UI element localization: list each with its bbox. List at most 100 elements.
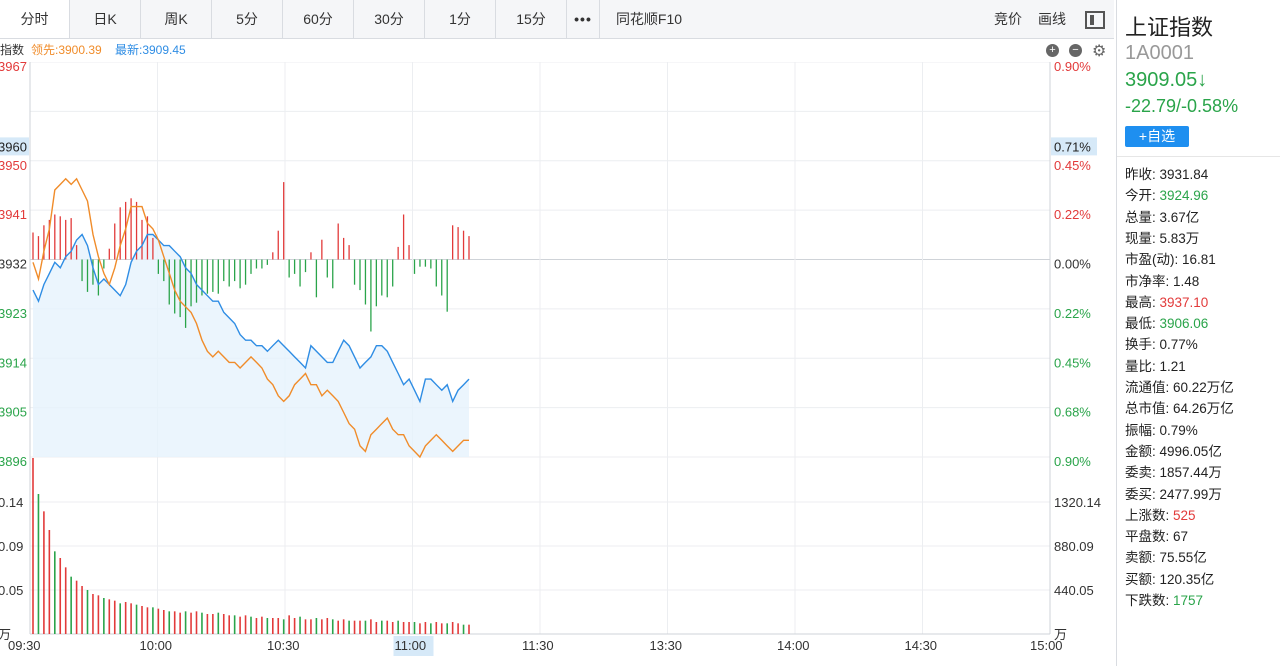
- tab-1min[interactable]: 1分: [425, 0, 496, 38]
- stat-value: 60.22万亿: [1169, 380, 1234, 395]
- time-highlight: [393, 636, 434, 656]
- stat-label: 昨收:: [1125, 167, 1156, 182]
- stat-label: 委卖:: [1125, 465, 1156, 481]
- stat-label: 今开:: [1125, 188, 1156, 204]
- stat-value: 75.55亿: [1155, 550, 1207, 566]
- stat-label: 换手:: [1125, 337, 1156, 353]
- stat-value: 0.77%: [1155, 337, 1198, 353]
- stat-value: 5.83万: [1155, 230, 1200, 246]
- price-axis-label: 3914: [0, 355, 27, 370]
- price-axis-label: 3905: [0, 405, 27, 420]
- stat-value: 3.67亿: [1155, 209, 1200, 225]
- percent-axis-label: 0.22%: [1054, 306, 1091, 321]
- sidebar-toggle-icon[interactable]: [1085, 11, 1105, 29]
- draw-line-button[interactable]: 画线: [1038, 11, 1066, 27]
- tab-f10[interactable]: 同花顺F10: [615, 11, 683, 27]
- stat-row: 金额: 4996.05亿: [1125, 440, 1222, 460]
- percent-axis-label: 0.71%: [1054, 139, 1091, 154]
- time-axis-label: 15:00: [1030, 638, 1063, 653]
- index-name: 上证指数: [1125, 15, 1214, 40]
- leader-line: [32, 177, 469, 459]
- stat-value: 1857.44万: [1155, 465, 1222, 481]
- stat-label: 总市值:: [1125, 401, 1170, 417]
- stat-label: 流通值:: [1125, 380, 1170, 395]
- zoom-out-icon[interactable]: −: [1069, 44, 1082, 57]
- stat-label: 委买:: [1125, 486, 1156, 502]
- tab-60min[interactable]: 60分: [283, 0, 354, 38]
- chart-legend: 指数 领先:3900.39 最新:3909.45: [0, 39, 1114, 61]
- stat-label: 振幅:: [1125, 422, 1156, 438]
- stat-row: 平盘数: 67: [1125, 525, 1188, 545]
- bid-button[interactable]: 竞价: [994, 11, 1022, 27]
- stat-row: 最低: 3906.06: [1125, 312, 1208, 332]
- percent-axis-label: 0.90%: [1054, 454, 1091, 469]
- stat-value: 120.35亿: [1155, 571, 1215, 587]
- tab-daily-k[interactable]: 日K: [70, 0, 141, 38]
- stat-label: 现量:: [1125, 230, 1156, 246]
- tab-intraday[interactable]: 分时: [0, 0, 70, 38]
- stat-row: 上涨数: 525: [1125, 504, 1196, 524]
- volume-axis-label: 万: [1054, 627, 1067, 642]
- time-axis-label: 14:00: [777, 638, 810, 653]
- stat-row: 市盈(动): 16.81: [1125, 248, 1216, 268]
- stat-value: 67: [1169, 529, 1189, 545]
- price-axis-label: 3896: [0, 454, 27, 469]
- volume-bars: [32, 458, 470, 634]
- stat-row: 换手: 0.77%: [1125, 333, 1198, 353]
- tab-15min[interactable]: 15分: [496, 0, 567, 38]
- stat-row: 振幅: 0.79%: [1125, 419, 1198, 439]
- stat-value: 64.26万亿: [1169, 401, 1234, 417]
- percent-axis-label: 0.45%: [1054, 158, 1091, 173]
- time-axis-label: 09:30: [8, 638, 41, 653]
- volume-axis-label: 1320.14: [1054, 495, 1101, 510]
- price-axis-label: 3941: [0, 207, 27, 222]
- stat-label: 市净率:: [1125, 273, 1170, 289]
- volume-axis-label: 0.09: [0, 539, 23, 554]
- legend-index: 指数: [0, 43, 25, 57]
- tab-30min[interactable]: 30分: [354, 0, 425, 38]
- stat-value: 0.79%: [1155, 422, 1198, 438]
- time-axis-label: 13:30: [650, 638, 683, 653]
- intraday-chart[interactable]: 3967 3960 3950 3941 3932 3923 3914 3905 3896 0.9…: [0, 62, 1114, 666]
- latest-line: [32, 233, 470, 404]
- time-axis: 09:30 10:00 10:30 11:00 11:30 13:30 14:00 14:30…: [8, 636, 1063, 656]
- price-axis-label: 3967: [0, 62, 27, 74]
- percent-axis: 0.90% 0.71% 0.45% 0.22% 0.00% 0.22% 0.45% 0.68%…: [1051, 62, 1097, 469]
- stat-row: 流通值: 60.22万亿: [1125, 376, 1234, 396]
- stat-value: 1757: [1169, 593, 1204, 608]
- stat-row: 买额: 120.35亿: [1125, 568, 1214, 588]
- stat-label: 总量:: [1125, 209, 1156, 225]
- stat-row: 量比: 1.21: [1125, 355, 1186, 375]
- stat-row: 现量: 5.83万: [1125, 227, 1199, 247]
- stat-value: 1.48: [1169, 273, 1200, 289]
- stat-row: 下跌数: 1757: [1125, 589, 1203, 609]
- stat-value: 2477.99万: [1155, 486, 1222, 502]
- legend-latest: 最新:3909.45: [115, 43, 186, 57]
- time-axis-label: 10:30: [267, 638, 300, 653]
- more-icon[interactable]: •••: [567, 0, 600, 38]
- stat-row: 委卖: 1857.44万: [1125, 461, 1222, 481]
- tab-5min[interactable]: 5分: [212, 0, 283, 38]
- stat-label: 最低:: [1125, 316, 1156, 332]
- stat-value: 16.81: [1178, 252, 1216, 268]
- tab-weekly-k[interactable]: 周K: [141, 0, 212, 38]
- time-axis-label: 10:00: [140, 638, 173, 653]
- percent-axis-label: 0.22%: [1054, 207, 1091, 222]
- stat-label: 卖额:: [1125, 550, 1156, 566]
- add-watchlist-button[interactable]: +自选: [1125, 126, 1189, 147]
- volume-axis-label: 0.05: [0, 583, 23, 598]
- volume-axis-label: 0.14: [0, 495, 23, 510]
- stat-label: 金额:: [1125, 443, 1156, 459]
- zoom-in-icon[interactable]: +: [1046, 44, 1059, 57]
- percent-axis-label: 0.90%: [1054, 62, 1091, 74]
- stat-row: 总量: 3.67亿: [1125, 206, 1199, 226]
- stat-row: 市净率: 1.48: [1125, 270, 1199, 290]
- stat-value: 4996.05亿: [1155, 443, 1222, 459]
- stat-label: 上涨数:: [1125, 507, 1170, 523]
- latest-area: [33, 234, 469, 457]
- stat-row: 卖额: 75.55亿: [1125, 546, 1207, 566]
- settings-gear-icon[interactable]: ⚙: [1092, 43, 1107, 60]
- volume-axis: 0.14 0.09 0.05 万 1320.14 880.09 440.05 万: [0, 495, 1101, 642]
- stat-value: 3937.10: [1155, 294, 1209, 310]
- percent-axis-label: 0.45%: [1054, 355, 1091, 370]
